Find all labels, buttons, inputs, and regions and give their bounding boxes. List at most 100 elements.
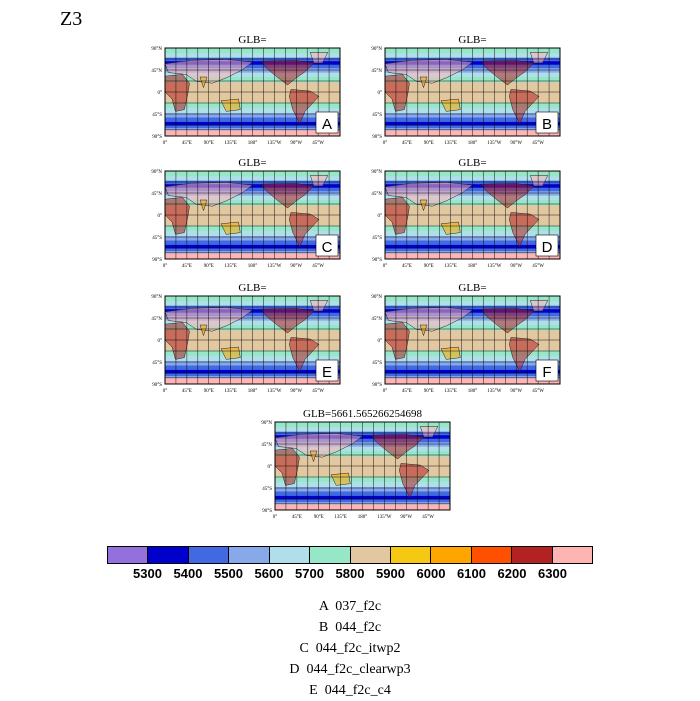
lat-tick-label: 90°N	[371, 295, 382, 300]
colorbar-tick-label: 6200	[497, 566, 527, 581]
colorbar-swatch	[148, 547, 189, 563]
continent-outline	[164, 74, 190, 112]
lon-tick-label: 45°W	[532, 264, 544, 269]
panel-letter-box	[535, 359, 559, 382]
colorbar-tick-label: 5800	[335, 566, 365, 581]
lat-tick-label: 0°	[158, 339, 163, 344]
lon-tick-label: 180°	[468, 141, 478, 146]
panel-title: GLB=	[458, 157, 487, 169]
continent-outline	[529, 175, 549, 187]
lon-tick-label: 90°E	[204, 141, 214, 146]
lon-tick-label: 45°W	[312, 141, 324, 146]
map-frame	[274, 421, 451, 511]
lat-tick-label: 90°S	[152, 258, 162, 263]
continent-outline	[309, 450, 318, 463]
colorbar-tick-label: 5600	[254, 566, 284, 581]
colorbar-swatch	[269, 547, 311, 563]
panel-letter-box	[315, 111, 339, 134]
lon-tick-label: 90°W	[510, 389, 522, 394]
panel-title: GLB=	[238, 157, 267, 169]
lon-tick-label: 0°	[163, 389, 168, 394]
colorbar-tick-label: 6100	[457, 566, 486, 581]
map-panel-A: GLB= 90°N 45°N 0° 45°S 90°S 0° 45°E 90°E 135°E 180…	[145, 34, 360, 152]
lon-tick-label: 0°	[163, 264, 168, 269]
lat-tick-label: 0°	[378, 339, 383, 344]
colorbar-swatch	[350, 547, 391, 563]
lat-tick-label: 45°S	[152, 113, 162, 118]
lat-tick-label: 90°N	[151, 47, 162, 52]
panel-title: GLB=	[238, 34, 267, 46]
colorbar-tick-label: 5500	[214, 566, 243, 581]
lon-tick-label: 180°	[468, 389, 478, 394]
lon-tick-label: 135°E	[444, 264, 457, 269]
colorbar-swatch	[471, 547, 513, 563]
panel-letter: C	[322, 239, 333, 256]
lon-tick-label: 90°W	[510, 264, 522, 269]
panel-title: GLB=	[238, 282, 267, 294]
lon-tick-label: 135°W	[267, 389, 281, 394]
colorbar-tick-label: 6300	[538, 566, 567, 581]
map-plot: 90°N45°N0°45°S90°S0° 45°E 90°E 135°E 180° 135…	[151, 170, 341, 269]
map-plot: 90°N45°N0°45°S90°S0° 45°E 90°E 135°E 180° 135…	[261, 421, 451, 520]
lat-tick-label: 90°N	[151, 295, 162, 300]
lat-tick-label: 90°N	[371, 47, 382, 52]
lon-tick-label: 0°	[163, 141, 168, 146]
lat-tick-label: 0°	[378, 214, 383, 219]
lon-tick-label: 135°W	[487, 141, 501, 146]
lat-tick-label: 90°S	[262, 509, 272, 514]
colorbar-tick-label: 5300	[133, 566, 162, 581]
colorbar-swatch	[229, 547, 270, 563]
figure-title: Z3	[60, 8, 83, 30]
continent-outline	[529, 52, 549, 64]
lon-tick-label: 90°E	[424, 389, 434, 394]
lat-tick-label: 45°S	[372, 113, 382, 118]
lat-tick-label: 90°N	[371, 170, 382, 175]
continent-outline	[199, 76, 208, 89]
lat-tick-label: 45°S	[262, 487, 272, 492]
lat-tick-label: 45°N	[371, 192, 382, 197]
lon-tick-label: 90°E	[204, 389, 214, 394]
map-panel-C: GLB= 90°N 45°N 0° 45°S 90°S 0° 45°E 90°E 135°E 180…	[145, 157, 360, 275]
legend-item: D 044_f2c_clearwp3	[289, 662, 411, 677]
lon-tick-label: 135°W	[267, 264, 281, 269]
lon-tick-label: 90°E	[314, 515, 324, 520]
continent-outline	[419, 426, 439, 438]
continent-outline	[274, 448, 300, 486]
lon-tick-label: 90°E	[204, 264, 214, 269]
panel-letter: D	[542, 239, 553, 256]
continent-outline	[309, 175, 329, 187]
continent-outline	[384, 322, 410, 360]
lon-tick-label: 45°E	[402, 264, 412, 269]
continent-outline	[529, 300, 549, 312]
map-frame	[384, 295, 561, 385]
colorbar-swatch	[552, 547, 593, 563]
legend-item: A 037_f2c	[318, 599, 382, 614]
legend-item: C 044_f2c_itwp2	[299, 641, 401, 656]
lon-tick-label: 135°E	[224, 389, 237, 394]
colorbar-swatch	[512, 547, 553, 563]
lon-tick-label: 45°E	[182, 141, 192, 146]
map-frame	[164, 47, 341, 137]
lon-tick-label: 0°	[383, 389, 388, 394]
lon-tick-label: 45°W	[532, 141, 544, 146]
legend-item: E 044_f2c_c4	[309, 683, 391, 698]
lon-tick-label: 135°E	[224, 141, 237, 146]
panel-letter-box	[535, 111, 559, 134]
panel-title: GLB=	[458, 34, 487, 46]
lon-tick-label: 90°W	[510, 141, 522, 146]
lat-tick-label: 90°S	[152, 135, 162, 140]
lat-tick-label: 45°N	[371, 69, 382, 74]
lon-tick-label: 135°E	[444, 389, 457, 394]
lat-tick-label: 45°S	[372, 361, 382, 366]
lat-tick-label: 45°N	[151, 192, 162, 197]
colorbar-tick-label: 5400	[173, 566, 203, 581]
lon-tick-label: 0°	[383, 264, 388, 269]
case-legend: A 037_f2c B 044_f2c C 044_f2c_itwp2 D 044_f…	[0, 596, 700, 701]
lat-tick-label: 45°S	[372, 236, 382, 241]
continent-outline	[199, 324, 208, 337]
lon-tick-label: 90°W	[290, 141, 302, 146]
lat-tick-label: 45°N	[151, 317, 162, 322]
colorbar-swatch	[310, 547, 351, 563]
lon-tick-label: 45°W	[312, 264, 324, 269]
lat-tick-label: 90°S	[152, 383, 162, 388]
